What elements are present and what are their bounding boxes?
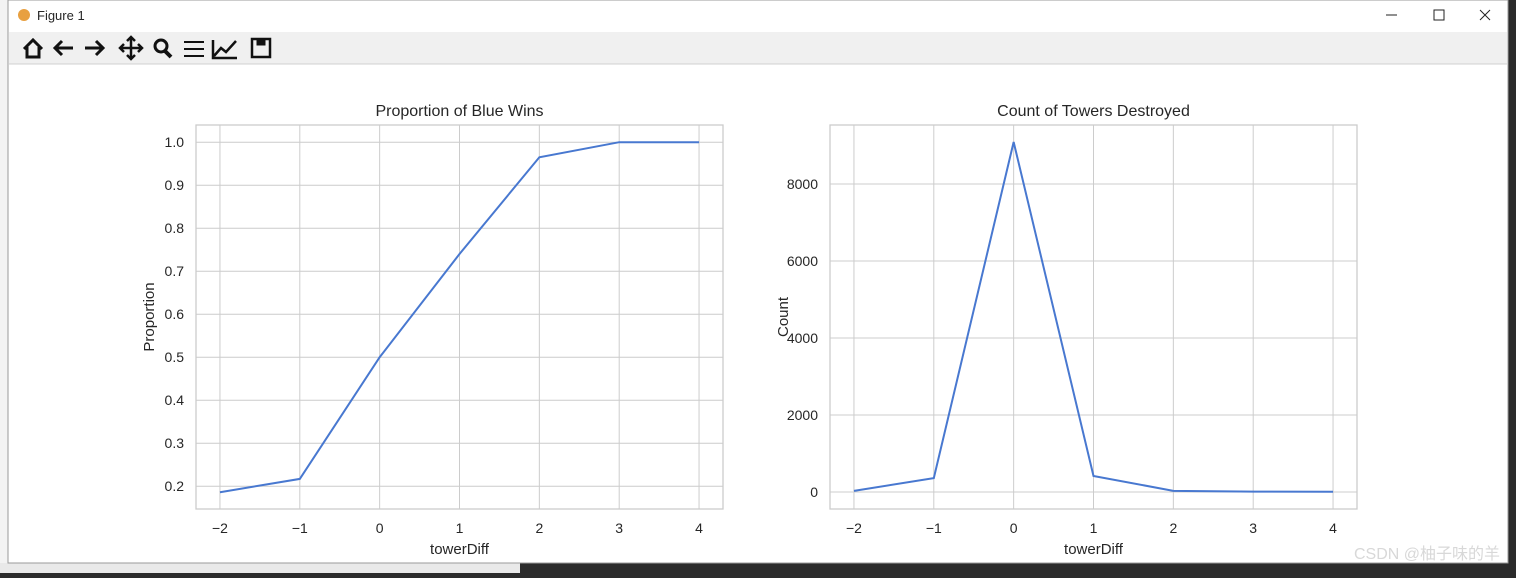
x-tick-label: 3 (1249, 520, 1257, 536)
y-tick-label: 0.3 (165, 435, 185, 451)
x-tick-label: 1 (456, 520, 464, 536)
back-button[interactable] (52, 39, 73, 57)
maximize-button[interactable] (1433, 9, 1445, 21)
configure-button[interactable] (184, 41, 204, 57)
x-tick-label: 4 (695, 520, 703, 536)
x-tick-label: −1 (292, 520, 308, 536)
background-window (0, 0, 8, 573)
y-tick-label: 6000 (787, 253, 818, 269)
chart-title: Count of Towers Destroyed (997, 103, 1190, 120)
zoom-button[interactable] (153, 38, 169, 54)
save-icon-part (256, 38, 266, 46)
x-tick-label: −1 (926, 520, 942, 536)
y-tick-label: 0.6 (165, 306, 185, 322)
y-tick-label: 0.8 (165, 220, 185, 236)
x-tick-label: 2 (535, 520, 543, 536)
x-axis-label: towerDiff (430, 541, 490, 558)
home-button[interactable] (22, 37, 44, 59)
x-tick-label: −2 (846, 520, 862, 536)
watermark: CSDN @柚子味的羊 (1354, 545, 1500, 563)
forward-button[interactable] (85, 39, 106, 57)
x-tick-label: 0 (1010, 520, 1018, 536)
close-button[interactable] (1479, 9, 1491, 21)
x-tick-label: 1 (1090, 520, 1098, 536)
y-tick-label: 0.4 (165, 392, 185, 408)
y-tick-label: 2000 (787, 407, 818, 423)
x-tick-label: 2 (1169, 520, 1177, 536)
data-line (219, 141, 700, 494)
edit-button[interactable] (211, 40, 237, 60)
toolbar-buttons (22, 35, 272, 61)
y-axis-label: Count (775, 296, 792, 337)
y-tick-label: 0.9 (165, 177, 185, 193)
y-tick-label: 4000 (787, 330, 818, 346)
y-tick-label: 8000 (787, 176, 818, 192)
x-axis-label: towerDiff (1064, 541, 1124, 558)
y-tick-label: 0.5 (165, 349, 185, 365)
zoom-handle (163, 49, 173, 59)
background-window (0, 563, 520, 573)
y-tick-label: 1.0 (165, 134, 185, 150)
app-icon (18, 9, 30, 21)
chart-title: Proportion of Blue Wins (375, 103, 543, 120)
x-tick-label: −2 (212, 520, 228, 536)
x-tick-label: 0 (376, 520, 384, 536)
data-line (853, 141, 1334, 493)
y-tick-label: 0.7 (165, 263, 185, 279)
pan-button[interactable] (118, 35, 144, 61)
y-tick-label: 0.2 (165, 478, 185, 494)
window-title: Figure 1 (37, 8, 85, 23)
title-bar (9, 1, 1507, 31)
x-tick-label: 3 (615, 520, 623, 536)
x-tick-label: 4 (1329, 520, 1337, 536)
y-axis-label: Proportion (141, 282, 158, 351)
y-tick-label: 0 (810, 484, 818, 500)
toolbar (9, 32, 1507, 64)
